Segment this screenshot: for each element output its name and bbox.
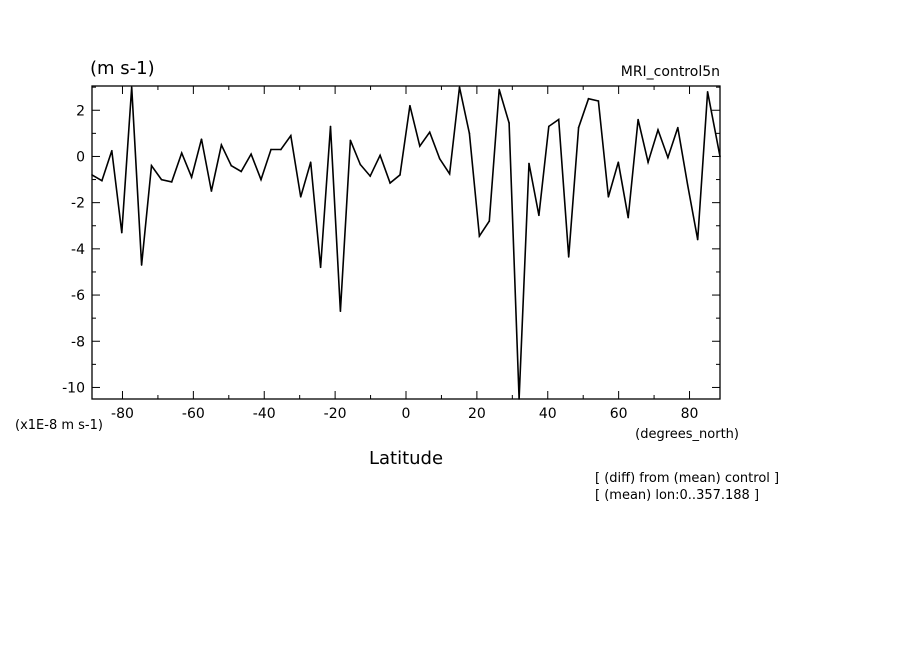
data-point [329,125,332,128]
data-point [528,162,530,165]
y-tick-label: -10 [62,380,85,396]
data-point [617,161,620,164]
data-point [369,175,372,177]
data-point [597,100,600,102]
data-point [468,132,471,135]
data-point [508,122,510,124]
x-tick-label: -40 [253,406,276,422]
data-point [647,161,649,164]
note-mean: [ (mean) lon:0..357.188 ] [595,488,759,503]
x-tick-label: 40 [539,406,557,422]
data-point [419,145,421,147]
data-point [667,156,669,159]
data-point [567,256,570,258]
y-scale-note: (x1E-8 m s-1) [15,418,103,433]
data-point [557,118,560,121]
x-tick-label: -80 [111,406,134,422]
data-point [657,129,659,131]
x-tick-label: 60 [610,406,628,422]
data-point [719,155,721,158]
data-point [111,149,113,152]
x-axis: -80 -60 -40 -20 0 20 40 60 80 [111,86,698,422]
data-point [409,104,411,107]
data-point [478,235,481,237]
series-line [91,87,721,400]
data-point [250,153,252,155]
data-point [627,216,630,219]
data-point [319,266,322,269]
data-point [140,264,143,266]
data-point [577,126,580,129]
data-point [518,398,520,400]
data-point [230,164,233,167]
data-point [538,214,540,217]
data-point [488,220,491,222]
data-point [428,131,431,133]
data-point [339,310,342,313]
data-point [458,86,461,88]
model-label: MRI_control5n [621,64,720,80]
data-point [210,190,213,192]
data-point [220,144,223,146]
x-axis-title: Latitude [369,448,443,469]
y-tick-label: -8 [71,334,85,350]
note-diff: [ (diff) from (mean) control ] [595,471,779,486]
data-point [399,174,401,176]
data-point [677,126,679,129]
x-tick-label: 0 [402,406,411,422]
data-point [120,231,123,234]
data-point [349,139,352,142]
y-tick-label: -4 [71,242,85,258]
data-point [299,196,302,198]
data-point [101,179,103,182]
data-point [270,148,272,151]
data-point [686,184,689,187]
y-tick-label: -2 [71,196,85,212]
data-point [280,148,282,151]
data-point [260,178,262,181]
data-point [150,164,153,167]
data-point [379,154,381,157]
data-point [548,125,550,128]
x-tick-label: 20 [468,406,486,422]
data-point [309,161,312,164]
series-points [91,86,721,400]
data-point [696,238,699,241]
data-point [160,178,163,181]
y-tick-label: -6 [71,288,85,304]
data-point [91,174,93,176]
data-point [130,86,133,88]
y-tick-label: 0 [76,149,85,165]
data-point [587,97,590,100]
data-point [498,88,501,91]
data-point [170,181,173,183]
data-point [438,157,441,160]
y-tick-label: 2 [76,103,85,119]
data-point [359,163,362,166]
units-label: (m s-1) [90,58,155,79]
data-point [389,182,391,184]
x-units-label: (degrees_north) [635,427,739,442]
data-point [448,172,451,175]
data-point [637,118,639,121]
x-tick-label: -20 [324,406,347,422]
data-point [200,138,203,140]
data-point [240,170,243,173]
x-tick-label: 80 [681,406,699,422]
data-point [190,176,193,179]
data-point [607,196,610,198]
data-point [706,90,709,93]
data-point [180,152,183,154]
data-point [290,134,292,137]
y-axis: 2 0 -2 -4 -6 -8 -10 [62,86,720,396]
x-tick-label: -60 [182,406,205,422]
